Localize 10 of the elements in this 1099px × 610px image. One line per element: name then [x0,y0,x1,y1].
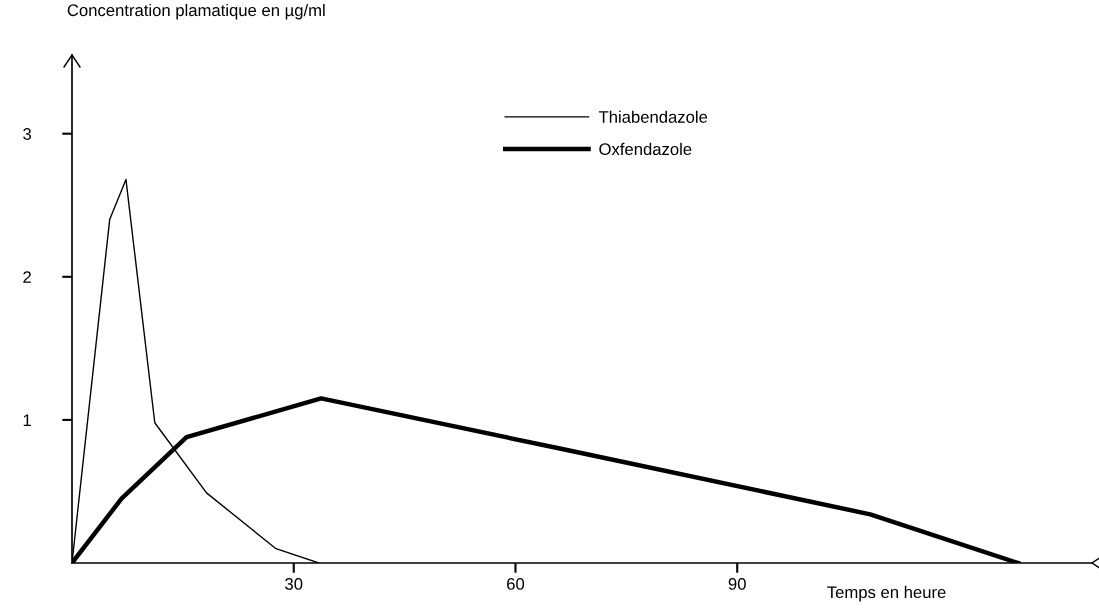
y-tick-label: 2 [23,271,31,283]
legend-label: Oxfendazole [599,142,692,156]
x-tick-label: 90 [728,578,746,590]
y-tick-label: 1 [23,414,31,426]
legend-label: Thiabendazole [598,110,708,123]
y-axis-title: Concentration plamatique en µg/ml [67,3,325,20]
x-tick-label: 30 [285,578,303,590]
x-tick-label: 60 [507,578,525,590]
x-axis-title: Temps en heure [827,585,946,602]
y-tick-label: 3 [23,128,31,140]
